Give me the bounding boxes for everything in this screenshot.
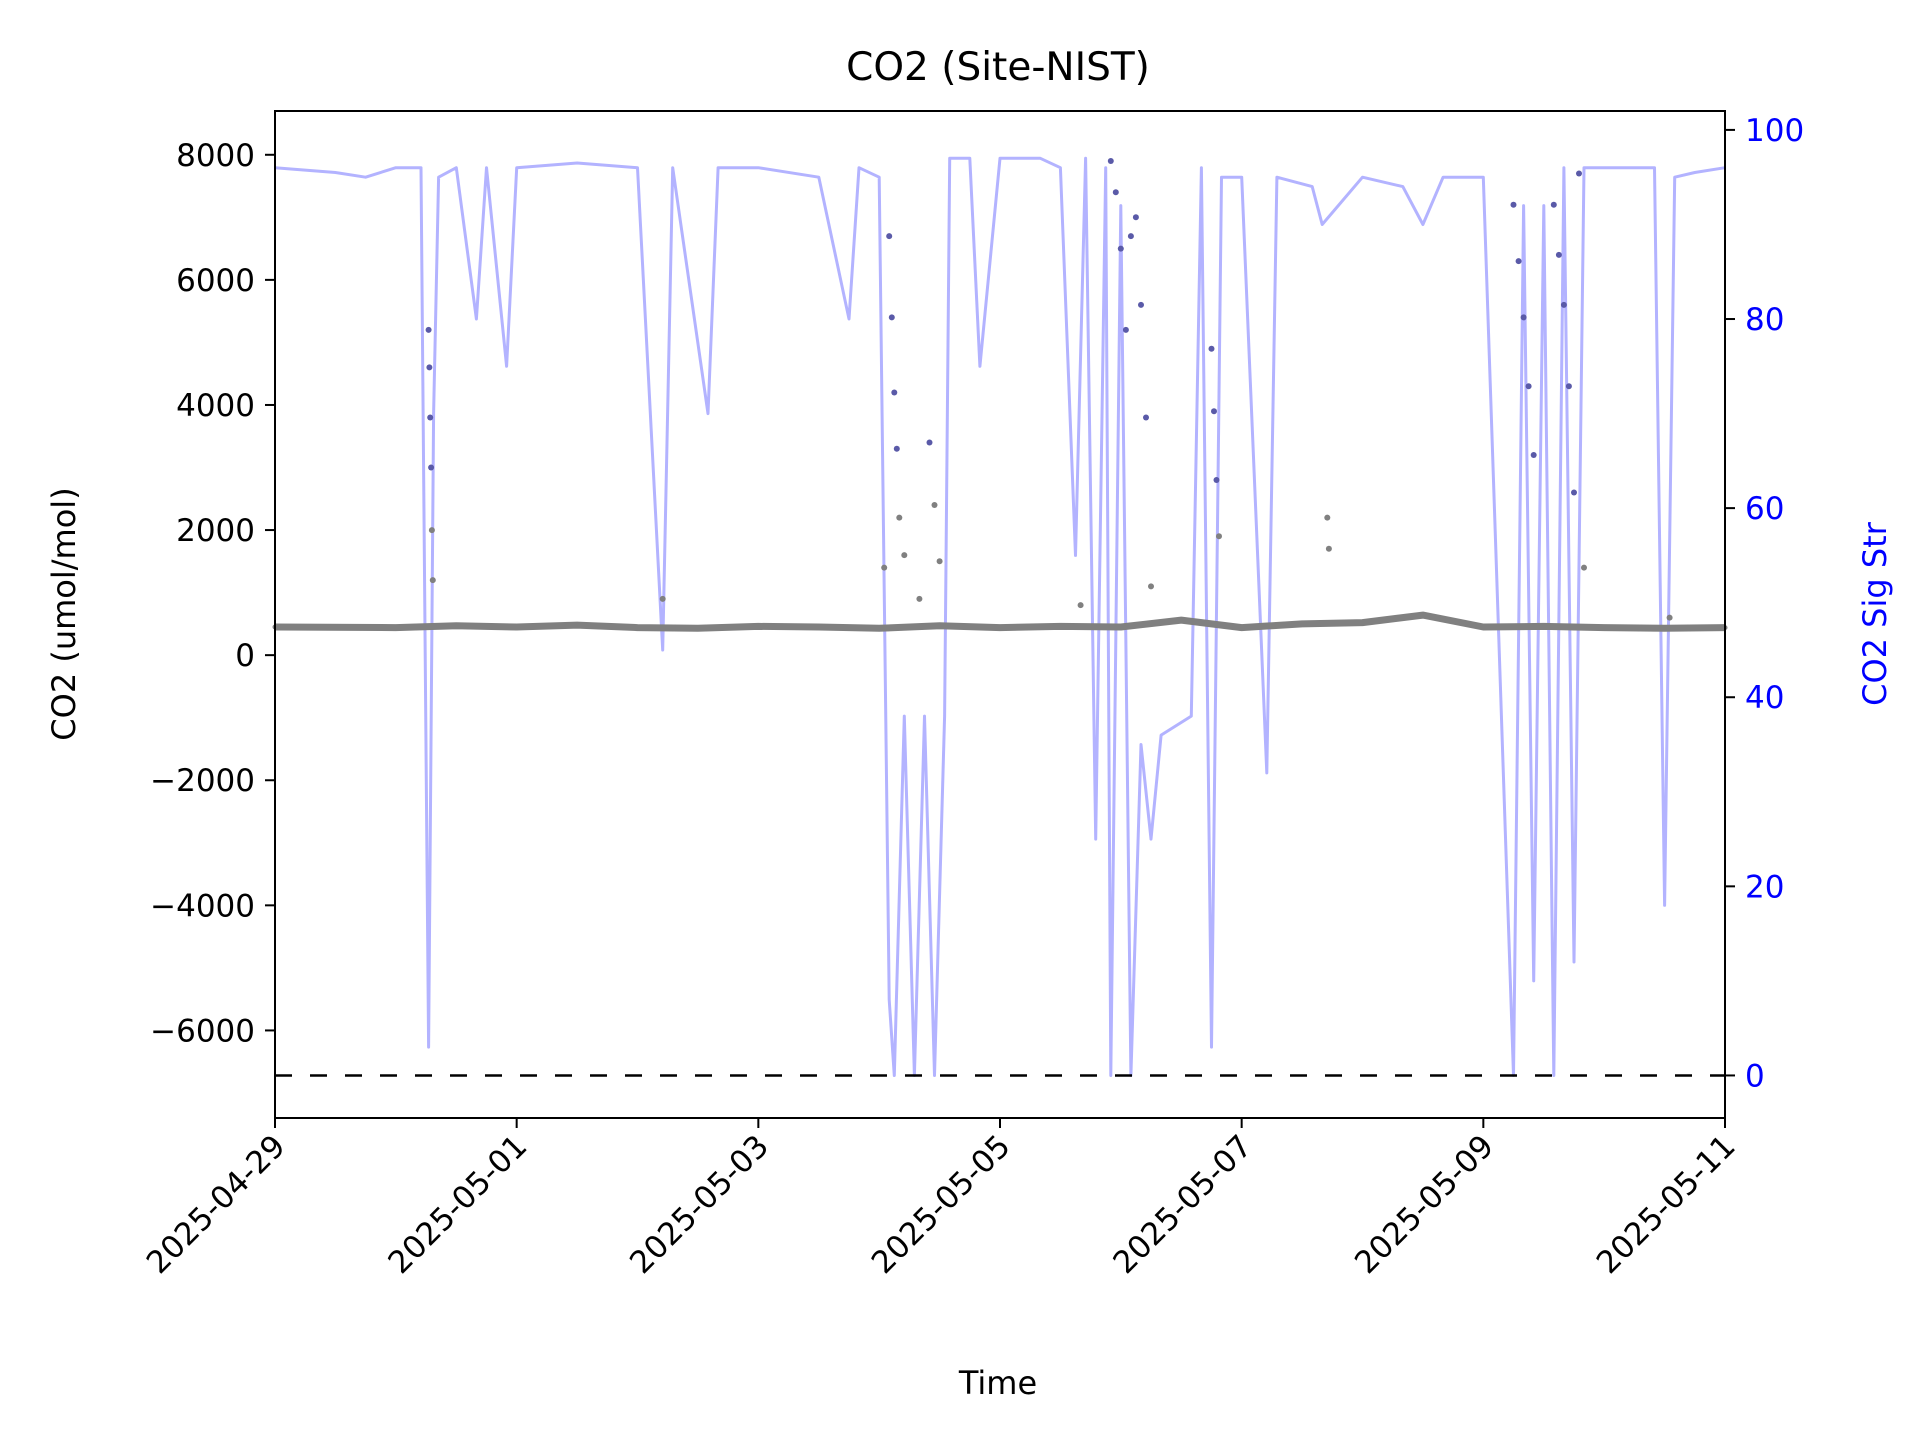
co2-point-21 [1601, 625, 1607, 631]
co2-spike-point-8 [886, 233, 893, 240]
co2-spike-point-40 [1555, 251, 1562, 258]
y-tick-label-3: 2000 [176, 513, 255, 549]
co2-spike-point-5 [429, 577, 436, 584]
y2-tick-label-3: 40 [1745, 680, 1784, 716]
y2-tick-label-4: 20 [1745, 869, 1784, 905]
co2-point-11 [997, 625, 1003, 631]
y-tick-label-7: −6000 [150, 1013, 255, 1049]
co2-spike-point-37 [1525, 383, 1532, 390]
co2-spike-point-6 [659, 595, 666, 602]
co2-point-20 [1541, 623, 1547, 629]
co2-point-1 [393, 625, 399, 631]
co2-spike-point-45 [1581, 564, 1587, 571]
co2-spike-point-35 [1515, 258, 1522, 265]
co2-spike-point-31 [1216, 533, 1222, 540]
co2-spike-point-39 [1550, 201, 1557, 208]
y-tick-label-6: −4000 [150, 888, 255, 924]
series-co2-sig-str-line [274, 156, 1726, 1077]
co2-point-5 [635, 625, 640, 631]
co2-spike-point-32 [1324, 514, 1331, 521]
y-axis-left: 8000 6000 4000 2000 0 −2000 −4000 −6000 [150, 138, 275, 1049]
co2-spike-point-24 [1132, 214, 1139, 221]
co2-spike-point-25 [1138, 301, 1144, 308]
co2-spike-point-15 [926, 439, 933, 446]
co2-spike-point-21 [1117, 245, 1124, 252]
co2-point-4 [574, 622, 580, 628]
co2-spike-point-13 [901, 552, 908, 559]
co2-point-17 [1360, 620, 1365, 626]
co2-spike-point-4 [428, 527, 435, 534]
y2-tick-label-2: 60 [1745, 491, 1784, 527]
co2-spike-point-44 [1576, 170, 1582, 177]
co2-point-8 [816, 624, 822, 630]
co2-point-14 [1178, 617, 1184, 623]
chart-title: CO2 (Site-NIST) [846, 45, 1150, 90]
co2-spike-point-22 [1122, 326, 1129, 333]
y-axis-right: 100 80 60 40 20 0 [1725, 113, 1804, 1094]
co2-spike-point-19 [1107, 158, 1114, 164]
co2-spike-point-17 [936, 558, 943, 565]
co2-spike-point-9 [888, 314, 895, 321]
co2-spike-point-36 [1520, 314, 1527, 321]
x-axis-title: Time [958, 1364, 1037, 1402]
co2-spike-point-7 [881, 564, 888, 571]
co2-point-3 [514, 624, 520, 630]
y2-axis-title: CO2 Sig Str [1856, 521, 1894, 706]
co2-spike-point-28 [1208, 345, 1215, 352]
y-tick-label-5: −2000 [150, 763, 255, 799]
co2-point-2 [453, 623, 459, 629]
y2-tick-label-5: 0 [1745, 1058, 1765, 1094]
series-co2-baseline [274, 611, 1726, 632]
co2-spike-point-33 [1325, 545, 1332, 552]
co2-point-16 [1299, 621, 1305, 627]
co2-spike-point-46 [1666, 614, 1673, 621]
co2-point-13 [1118, 624, 1124, 630]
y2-tick-label-1: 80 [1745, 302, 1784, 338]
co2-spike-point-26 [1143, 414, 1149, 421]
co2-spike-point-20 [1112, 189, 1119, 196]
series-layer [272, 156, 1728, 1077]
co2-point-12 [1057, 623, 1063, 629]
co2-point-18 [1420, 612, 1426, 618]
co2-point-10 [937, 623, 943, 629]
co2-spike-point-3 [428, 464, 435, 471]
y-tick-label-1: 6000 [176, 263, 255, 299]
co2-point-15 [1239, 625, 1245, 631]
co2-spike-point-23 [1127, 233, 1134, 240]
co2-spike-point-12 [896, 514, 903, 521]
co2-spike-point-27 [1148, 583, 1154, 590]
co2-spike-point-30 [1213, 477, 1220, 483]
co2-point-7 [755, 623, 761, 629]
y-tick-label-4: 0 [235, 638, 255, 674]
co2-spike-point-14 [916, 595, 923, 602]
co2-spike-point-38 [1530, 452, 1537, 458]
co2-spike-point-16 [931, 502, 938, 508]
co2-spike-point-18 [1077, 602, 1084, 609]
co2-point-19 [1480, 624, 1486, 630]
co2-spike-point-11 [893, 445, 900, 452]
co2-spike-point-10 [891, 389, 898, 396]
y-tick-label-0: 8000 [176, 138, 255, 174]
co2-spike-point-34 [1510, 201, 1517, 208]
y-tick-label-2: 4000 [176, 388, 255, 424]
co2-spike-point-42 [1565, 383, 1572, 390]
co2-spike-point-1 [426, 364, 433, 371]
y2-tick-label-0: 100 [1745, 113, 1804, 149]
co2-point-22 [1662, 625, 1668, 631]
co2-spike-point-41 [1560, 301, 1567, 308]
co2-point-9 [876, 625, 882, 631]
co2-spike-point-43 [1571, 489, 1577, 496]
co2-spike-point-29 [1211, 408, 1217, 415]
co2-spike-point-2 [427, 414, 434, 421]
y-axis-title: CO2 (umol/mol) [45, 487, 83, 740]
co2-spike-point-0 [425, 326, 432, 333]
co2-point-6 [695, 625, 701, 631]
